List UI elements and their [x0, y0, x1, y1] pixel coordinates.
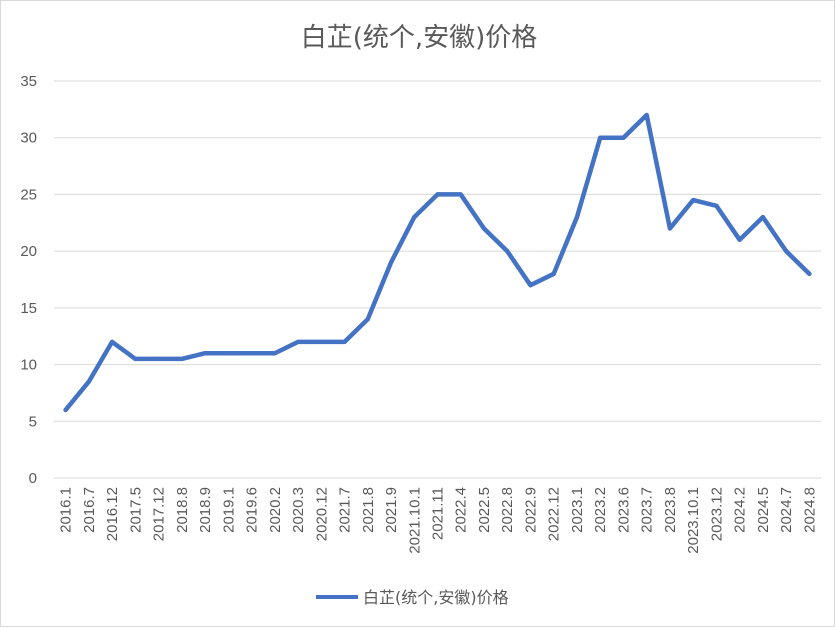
data-point	[760, 215, 765, 220]
x-axis-tick-labels: 2016.1 2016.7 2016.12 2017.5 2017.12 2018.8 20…	[58, 487, 819, 554]
x-tick-label: 2022.8	[499, 487, 516, 533]
data-point	[365, 317, 370, 322]
x-tick-label: 2020.3	[290, 487, 307, 533]
x-tick-label: 2023.7	[639, 487, 656, 533]
x-tick-label: 2023.6	[615, 487, 632, 533]
x-tick-label: 2024.7	[778, 487, 795, 533]
data-point	[319, 339, 324, 344]
data-point	[691, 198, 696, 203]
x-tick-label: 2023.10.1	[685, 487, 702, 554]
x-tick-label: 2019.6	[244, 487, 261, 533]
x-tick-label: 2020.12	[313, 487, 330, 541]
data-point	[598, 135, 603, 140]
x-tick-label: 2021.9	[383, 487, 400, 533]
legend-label: 白芷(统个,安徽)价格	[363, 588, 509, 607]
data-point	[249, 351, 254, 356]
data-point	[807, 271, 812, 276]
chart-title: 白芷(统个,安徽)价格	[301, 23, 538, 53]
data-point	[272, 351, 277, 356]
data-point	[737, 237, 742, 242]
x-tick-label: 2019.1	[220, 487, 237, 533]
data-point	[296, 339, 301, 344]
x-tick-label: 2024.2	[732, 487, 749, 533]
data-point	[505, 249, 510, 254]
x-tick-label: 2016.12	[104, 487, 121, 541]
data-point	[179, 356, 184, 361]
data-point	[63, 407, 68, 412]
data-point	[389, 260, 394, 265]
y-tick-label: 10	[20, 357, 37, 374]
x-tick-label: 2021.10.1	[406, 487, 423, 554]
y-axis-tick-labels: 0 5 10 15 20 25 30 35	[20, 73, 37, 487]
series-line	[63, 112, 812, 413]
y-tick-label: 5	[29, 413, 37, 430]
data-point	[342, 339, 347, 344]
data-point	[667, 226, 672, 231]
x-tick-label: 2018.9	[197, 487, 214, 533]
series-lines	[63, 112, 812, 413]
data-point	[203, 351, 208, 356]
y-tick-label: 30	[20, 130, 37, 147]
x-tick-label: 2022.9	[522, 487, 539, 533]
x-tick-label: 2021.11	[430, 487, 447, 540]
data-point	[133, 356, 138, 361]
y-tick-label: 35	[20, 73, 37, 90]
data-point	[621, 135, 626, 140]
x-tick-label: 2020.2	[267, 487, 284, 533]
data-point	[481, 226, 486, 231]
x-tick-label: 2023.2	[592, 487, 609, 533]
gridlines	[54, 80, 821, 479]
x-tick-label: 2018.8	[174, 487, 191, 533]
data-point	[551, 271, 556, 276]
y-tick-label: 0	[29, 470, 37, 487]
x-tick-label: 2023.12	[708, 487, 725, 541]
data-point	[574, 215, 579, 220]
x-tick-label: 2024.5	[755, 487, 772, 533]
data-point	[458, 192, 463, 197]
x-tick-label: 2023.1	[569, 487, 586, 533]
y-tick-label: 20	[20, 243, 37, 260]
x-tick-label: 2016.7	[81, 487, 98, 533]
x-tick-label: 2023.8	[662, 487, 679, 533]
x-tick-label: 2024.8	[801, 487, 818, 533]
data-point	[86, 379, 91, 384]
y-tick-label: 25	[20, 186, 37, 203]
x-tick-label: 2022.4	[453, 487, 470, 533]
legend[interactable]: 白芷(统个,安徽)价格	[316, 588, 509, 607]
data-point	[714, 203, 719, 208]
x-tick-label: 2017.5	[127, 487, 144, 533]
data-point	[110, 339, 115, 344]
x-tick-label: 2016.1	[58, 487, 75, 533]
x-tick-label: 2017.12	[151, 487, 168, 541]
data-point	[435, 192, 440, 197]
data-point	[226, 351, 231, 356]
x-tick-label: 2021.8	[360, 487, 377, 533]
data-point	[784, 249, 789, 254]
x-tick-label: 2022.12	[546, 487, 563, 541]
data-point	[644, 113, 649, 118]
x-tick-label: 2022.5	[476, 487, 493, 533]
data-point	[156, 356, 161, 361]
data-point	[528, 283, 533, 288]
data-point	[412, 215, 417, 220]
y-tick-label: 15	[20, 300, 37, 317]
x-tick-label: 2021.7	[337, 487, 354, 533]
